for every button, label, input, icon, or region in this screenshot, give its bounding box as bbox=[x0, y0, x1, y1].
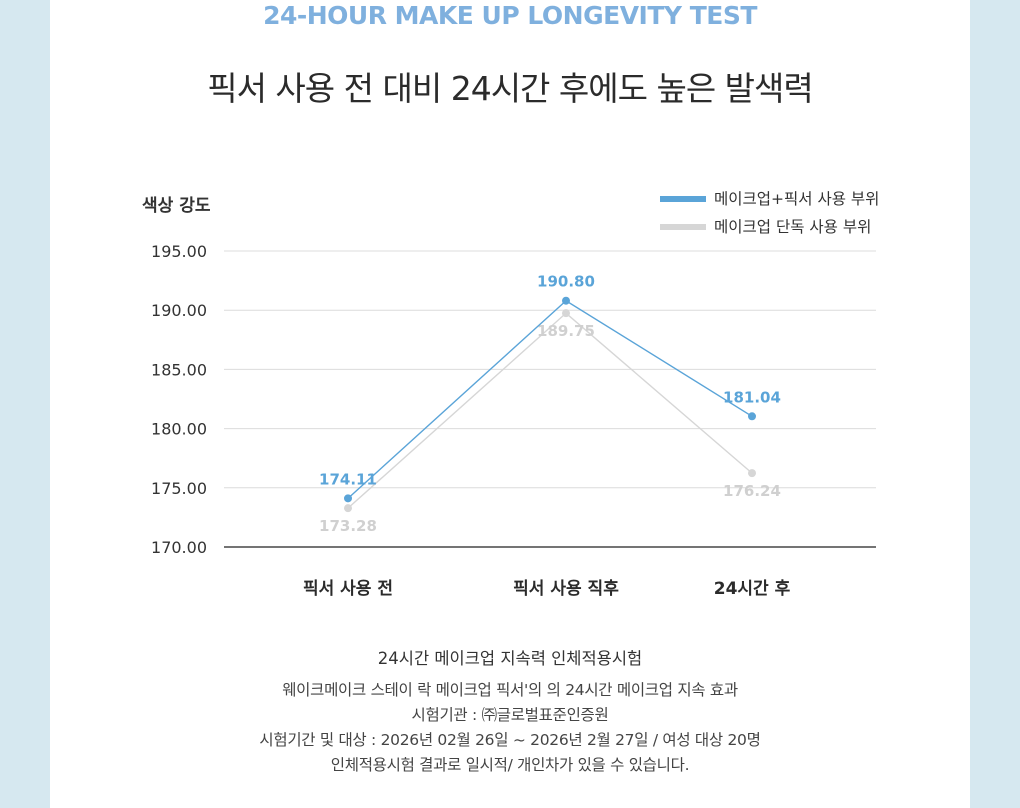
data-point-primary bbox=[562, 296, 570, 305]
y-tick-label: 170.00 bbox=[151, 538, 207, 557]
data-point-primary bbox=[748, 412, 756, 421]
legend-swatch-primary bbox=[660, 196, 706, 202]
x-tick-label: 픽서 사용 직후 bbox=[513, 578, 619, 599]
data-label-secondary: 173.28 bbox=[319, 517, 377, 535]
data-point-primary bbox=[344, 494, 352, 503]
legend-swatch-secondary bbox=[660, 224, 706, 230]
y-tick-label: 190.00 bbox=[151, 301, 207, 320]
footer-line: 웨이크메이크 스테이 락 메이크업 픽서'의 의 24시간 메이크업 지속 효과 bbox=[282, 681, 738, 699]
x-tick-label: 24시간 후 bbox=[714, 578, 791, 599]
content-card: 24-HOUR MAKE UP LONGEVITY TEST 픽서 사용 전 대… bbox=[50, 0, 970, 808]
data-label-primary: 181.04 bbox=[723, 388, 781, 406]
legend-label-secondary: 메이크업 단독 사용 부위 bbox=[714, 218, 871, 236]
footer-line: 인체적용시험 결과로 일시적/ 개인차가 있을 수 있습니다. bbox=[330, 756, 690, 774]
footer-notes: 24시간 메이크업 지속력 인체적용시험 웨이크메이크 스테이 락 메이크업 픽… bbox=[50, 646, 970, 778]
headline: 픽서 사용 전 대비 24시간 후에도 높은 발색력 bbox=[207, 69, 814, 108]
x-tick-label: 픽서 사용 전 bbox=[303, 579, 393, 599]
eyebrow-title: 24-HOUR MAKE UP LONGEVITY TEST bbox=[263, 1, 757, 30]
footer-line: 시험기간 및 대상 : 2026년 02월 26일 ~ 2026년 2월 27일… bbox=[259, 731, 761, 749]
line-chart: 색상 강도 195.00 190.00 185.00 180.00 175.00 170.… bbox=[142, 190, 879, 599]
data-point-secondary bbox=[748, 469, 756, 478]
series-line-secondary bbox=[347, 312, 753, 509]
legend-label-primary: 메이크업+픽서 사용 부위 bbox=[714, 190, 879, 208]
y-axis-label: 색상 강도 bbox=[142, 196, 211, 216]
data-label-secondary: 176.24 bbox=[723, 482, 781, 500]
data-label-primary: 174.11 bbox=[319, 470, 377, 488]
data-point-secondary bbox=[344, 504, 352, 513]
data-label-secondary: 189.75 bbox=[537, 322, 595, 340]
footer-title: 24시간 메이크업 지속력 인체적용시험 bbox=[377, 649, 643, 668]
y-tick-label: 180.00 bbox=[151, 420, 207, 439]
footer-line: 시험기관 : ㈜글로벌표준인증원 bbox=[411, 706, 609, 724]
data-point-secondary bbox=[562, 309, 570, 318]
data-label-primary: 190.80 bbox=[537, 273, 595, 291]
y-tick-label: 195.00 bbox=[151, 242, 207, 261]
y-tick-label: 185.00 bbox=[151, 360, 207, 379]
y-tick-label: 175.00 bbox=[151, 479, 207, 498]
